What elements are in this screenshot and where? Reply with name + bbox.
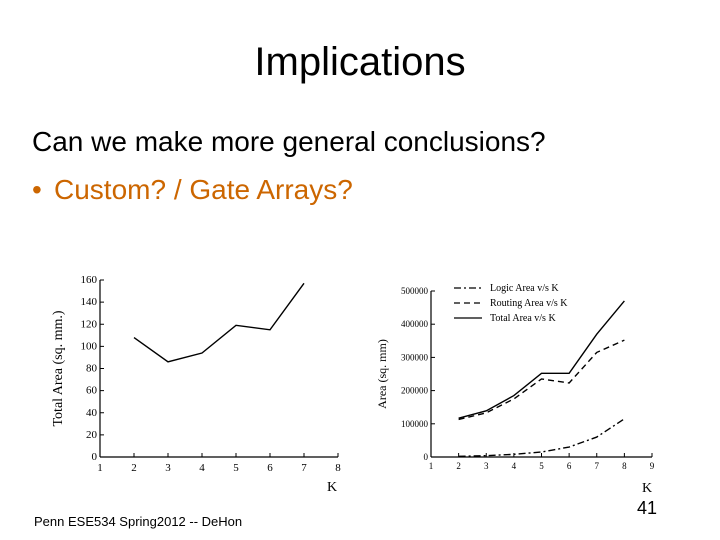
y-tick-label: 160 xyxy=(81,274,98,286)
total-area-chart: 0 20 40 60 80 100 120 140 160 1 2 3 4 5 6 7 8 K Total Area… xyxy=(51,274,341,495)
y-tick-label: 120 xyxy=(81,318,98,330)
x-tick-label: 6 xyxy=(567,461,572,471)
x-axis-label: K xyxy=(327,480,337,495)
x-tick-label: 8 xyxy=(622,461,627,471)
x-axis-label: K xyxy=(642,481,652,495)
x-tick-label: 4 xyxy=(199,462,205,474)
y-tick-label: 100000 xyxy=(401,419,429,429)
y-tick-label: 0 xyxy=(92,451,98,463)
y-tick-label: 80 xyxy=(86,363,98,375)
area-breakdown-chart: 0 100000 200000 300000 400000 500000 1 2 3 4 5 6 7 8 9… xyxy=(375,283,655,495)
y-tick-label: 60 xyxy=(86,385,98,397)
y-axis-label: Area (sq. mm) xyxy=(375,339,389,409)
series-line-1 xyxy=(458,418,625,458)
x-tick-label: 8 xyxy=(335,462,341,474)
x-tick-label: 3 xyxy=(484,461,489,471)
x-tick-label: 5 xyxy=(233,462,239,474)
bullet-item: • Custom? / Gate Arrays? xyxy=(32,174,353,206)
page-number: 41 xyxy=(637,498,658,518)
x-tick-label: 6 xyxy=(267,462,273,474)
y-tick-label: 500000 xyxy=(401,286,429,296)
y-tick-label: 300000 xyxy=(401,352,429,362)
y-tick-label: 200000 xyxy=(401,386,429,396)
y-tick-label: 100 xyxy=(81,340,98,352)
x-tick-label: 3 xyxy=(165,462,171,474)
series-line-1 xyxy=(133,282,305,363)
x-tick-label: 2 xyxy=(131,462,137,474)
x-tick-label: 9 xyxy=(650,461,655,471)
legend-label: Total Area v/s K xyxy=(490,313,556,324)
y-tick-label: 400000 xyxy=(401,319,429,329)
question-text: Can we make more general conclusions? xyxy=(32,126,546,157)
y-tick-label: 140 xyxy=(81,296,98,308)
x-tick-label: 1 xyxy=(97,462,103,474)
y-tick-label: 0 xyxy=(424,452,429,462)
x-tick-label: 4 xyxy=(512,461,517,471)
series-line-2 xyxy=(458,339,625,421)
y-tick-label: 40 xyxy=(86,407,98,419)
series-line-3 xyxy=(458,300,625,419)
slide-title: Implications xyxy=(254,40,466,84)
legend-label: Logic Area v/s K xyxy=(490,283,559,294)
footer-text: Penn ESE534 Spring2012 -- DeHon xyxy=(34,514,243,529)
bullet-text: Custom? / Gate Arrays? xyxy=(54,174,353,205)
x-tick-label: 1 xyxy=(429,461,434,471)
y-tick-label: 20 xyxy=(86,429,98,441)
x-tick-label: 7 xyxy=(595,461,600,471)
y-axis-label: Total Area (sq. mm.) xyxy=(51,310,66,426)
x-tick-label: 5 xyxy=(539,461,544,471)
x-tick-label: 2 xyxy=(456,461,461,471)
x-tick-label: 7 xyxy=(301,462,307,474)
bullet-icon: • xyxy=(32,174,42,205)
legend-label: Routing Area v/s K xyxy=(490,298,568,309)
